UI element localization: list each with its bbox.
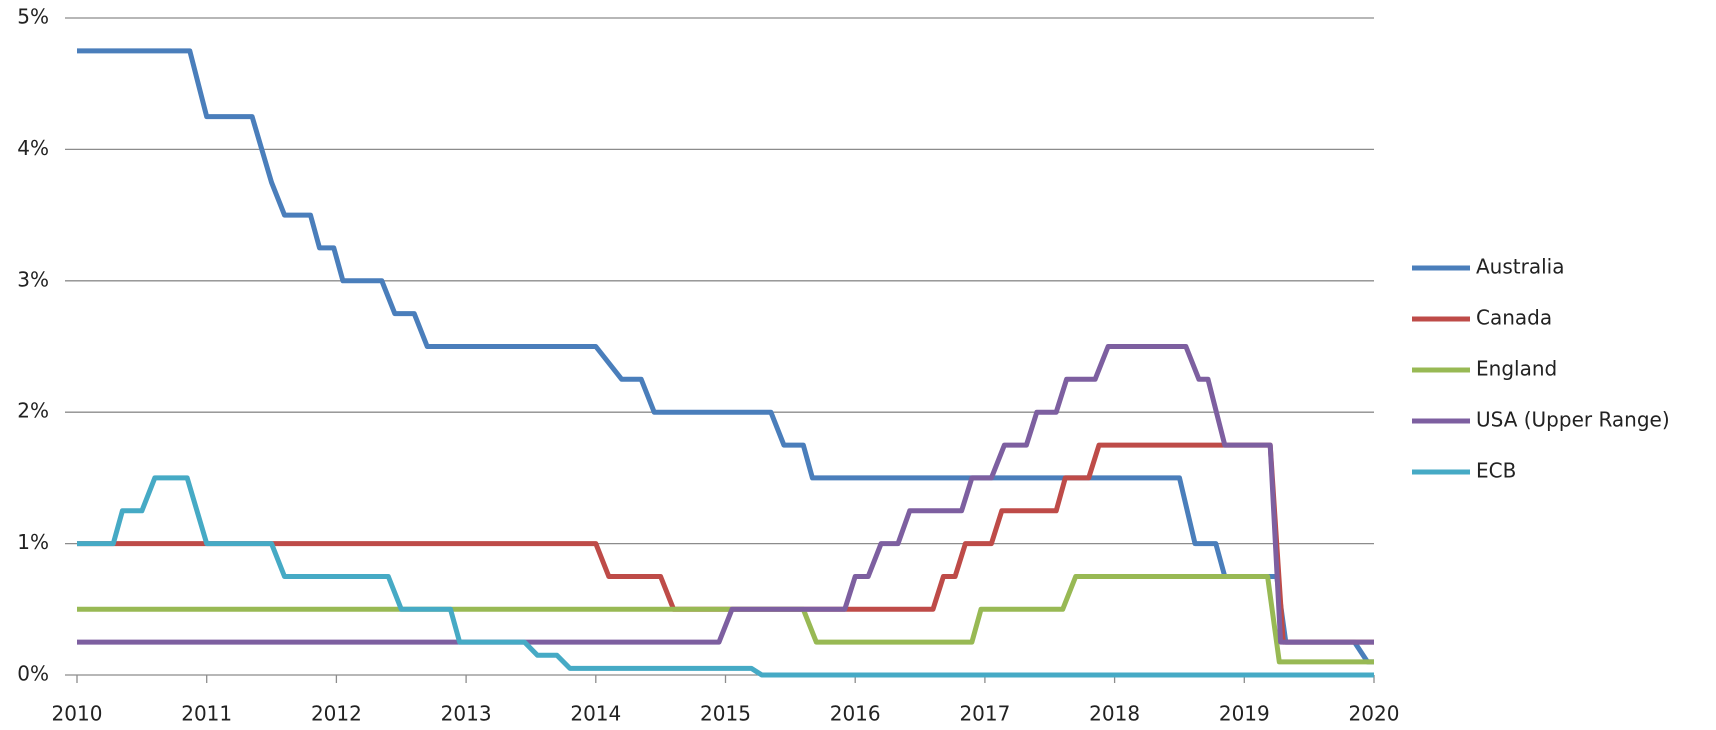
y-tick-label: 2% bbox=[17, 399, 49, 423]
y-tick-label: 0% bbox=[17, 662, 49, 686]
legend-label: England bbox=[1476, 357, 1557, 381]
series-line bbox=[77, 48, 1374, 665]
legend-label: ECB bbox=[1476, 459, 1516, 483]
y-tick-label: 5% bbox=[17, 5, 49, 29]
series-line bbox=[77, 442, 1374, 645]
x-tick-label: 2017 bbox=[959, 702, 1010, 726]
series-line bbox=[77, 475, 1374, 678]
x-tick-label: 2011 bbox=[181, 702, 232, 726]
x-tick-label: 2015 bbox=[700, 702, 751, 726]
legend-label: Australia bbox=[1476, 255, 1564, 279]
legend-label: USA (Upper Range) bbox=[1476, 408, 1670, 432]
series-line bbox=[77, 344, 1374, 645]
x-tick-label: 2016 bbox=[830, 702, 881, 726]
y-tick-label: 4% bbox=[17, 136, 49, 160]
x-tick-label: 2013 bbox=[441, 702, 492, 726]
legend-label: Canada bbox=[1476, 306, 1552, 330]
x-tick-label: 2012 bbox=[311, 702, 362, 726]
x-tick-label: 2014 bbox=[570, 702, 621, 726]
y-tick-label: 1% bbox=[17, 530, 49, 554]
x-tick-label: 2020 bbox=[1349, 702, 1400, 726]
series-line bbox=[77, 574, 1374, 665]
y-tick-label: 3% bbox=[17, 267, 49, 291]
x-tick-label: 2018 bbox=[1089, 702, 1140, 726]
x-tick-label: 2010 bbox=[52, 702, 103, 726]
x-tick-label: 2019 bbox=[1219, 702, 1270, 726]
